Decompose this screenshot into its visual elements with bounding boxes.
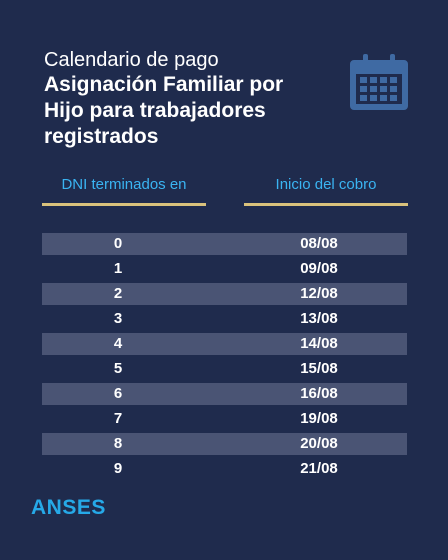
title-block: Calendario de pago Asignación Familiar p… [44, 48, 334, 150]
date-cell: 15/08 [300, 360, 338, 377]
dni-cell: 4 [113, 335, 123, 352]
title-line-4: registrados [44, 125, 159, 148]
column-header-cobro: Inicio del cobro [244, 176, 408, 206]
date-cell: 12/08 [300, 285, 338, 302]
column-header-dni: DNI terminados en [42, 176, 206, 206]
dni-cell: 7 [113, 410, 123, 427]
date-cell: 09/08 [300, 260, 338, 277]
table-row: 9 21/08 [42, 458, 407, 480]
date-cell: 08/08 [300, 235, 338, 252]
table-row: 8 20/08 [42, 433, 407, 455]
date-cell: 16/08 [300, 385, 338, 402]
table-row: 3 13/08 [42, 308, 407, 330]
payment-table: 0 08/08 1 09/08 2 12/08 3 13/08 4 14/08 … [42, 233, 407, 483]
table-row: 6 16/08 [42, 383, 407, 405]
date-cell: 14/08 [300, 335, 338, 352]
table-row: 4 14/08 [42, 333, 407, 355]
anses-logo: ANSES [31, 496, 106, 519]
dni-cell: 8 [113, 435, 123, 452]
dni-cell: 6 [113, 385, 123, 402]
table-row: 7 19/08 [42, 408, 407, 430]
date-cell: 20/08 [300, 435, 338, 452]
date-cell: 21/08 [300, 460, 338, 477]
dni-cell: 1 [113, 260, 123, 277]
title-line-2: Asignación Familiar por [44, 73, 284, 96]
calendar-icon [350, 54, 408, 110]
dni-cell: 9 [113, 460, 123, 477]
date-cell: 19/08 [300, 410, 338, 427]
dni-cell: 0 [113, 235, 123, 252]
date-cell: 13/08 [300, 310, 338, 327]
table-row: 2 12/08 [42, 283, 407, 305]
table-header: DNI terminados en Inicio del cobro [42, 176, 408, 210]
table-row: 1 09/08 [42, 258, 407, 280]
table-row: 0 08/08 [42, 233, 407, 255]
dni-cell: 3 [113, 310, 123, 327]
dni-cell: 5 [113, 360, 123, 377]
title-subtitle: Calendario de pago [44, 49, 219, 71]
dni-cell: 2 [113, 285, 123, 302]
title-line-3: Hijo para trabajadores [44, 99, 266, 122]
table-row: 5 15/08 [42, 358, 407, 380]
